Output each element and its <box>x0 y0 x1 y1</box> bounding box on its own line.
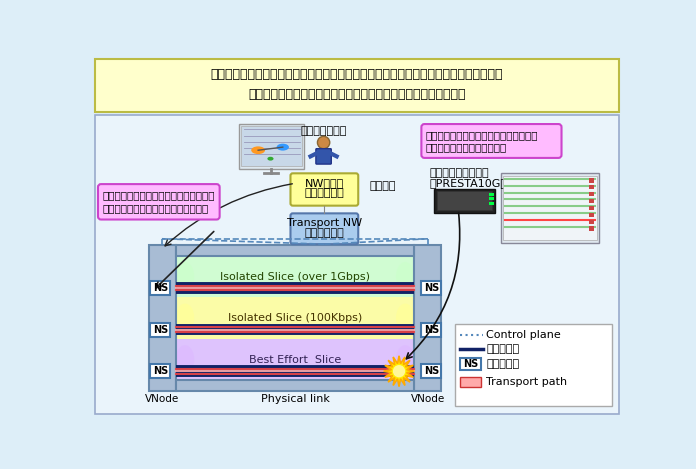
Bar <box>590 199 594 204</box>
Bar <box>590 178 594 182</box>
Bar <box>176 245 414 256</box>
Text: NS: NS <box>424 366 439 376</box>
Text: Transport NW: Transport NW <box>287 218 362 227</box>
Bar <box>176 380 414 391</box>
Bar <box>150 281 171 295</box>
FancyBboxPatch shape <box>290 174 358 206</box>
Ellipse shape <box>176 303 194 333</box>
Text: Isolated Slice (over 1Gbps): Isolated Slice (over 1Gbps) <box>220 272 370 281</box>
Ellipse shape <box>176 262 194 291</box>
Text: スライス操作者: スライス操作者 <box>301 126 347 136</box>
Bar <box>590 219 594 224</box>
Text: NS: NS <box>424 283 439 293</box>
Text: NS: NS <box>152 325 168 334</box>
Bar <box>95 60 619 112</box>
Bar <box>489 202 493 205</box>
Ellipse shape <box>276 144 289 151</box>
Bar <box>176 339 414 380</box>
Text: 高精度スライス測定: 高精度スライス測定 <box>430 168 489 178</box>
Bar <box>489 193 493 196</box>
Text: （PRESTA10G）: （PRESTA10G） <box>430 178 508 188</box>
Text: 品質保証されたスライスが他のスライス: 品質保証されたスライスが他のスライス <box>426 130 539 140</box>
Bar <box>176 256 414 297</box>
Text: の影響を受けることなく動作: の影響を受けることなく動作 <box>426 142 507 152</box>
Bar <box>150 323 171 337</box>
Bar <box>421 323 441 337</box>
Text: 仮想リンク: 仮想リンク <box>486 344 519 354</box>
Text: Isolated Slice (100Kbps): Isolated Slice (100Kbps) <box>228 313 362 323</box>
Bar <box>421 281 441 295</box>
Bar <box>590 227 594 231</box>
Bar <box>455 324 612 406</box>
Bar <box>503 175 597 240</box>
Text: 仮想ノード: 仮想ノード <box>486 359 519 369</box>
Bar <box>460 377 482 387</box>
Bar <box>176 297 414 339</box>
Text: NS: NS <box>152 366 168 376</box>
FancyBboxPatch shape <box>98 184 220 219</box>
Text: Physical link: Physical link <box>261 394 329 404</box>
Bar <box>590 212 594 217</box>
Bar <box>149 245 176 391</box>
Bar <box>437 191 492 210</box>
Bar <box>590 192 594 197</box>
Text: 管理システム: 管理システム <box>304 228 345 238</box>
Bar <box>460 358 482 371</box>
Bar <box>421 364 441 378</box>
Ellipse shape <box>267 157 274 160</box>
Bar <box>95 115 619 414</box>
Bar <box>590 206 594 210</box>
Text: VNode: VNode <box>145 394 179 404</box>
FancyBboxPatch shape <box>421 124 562 158</box>
Bar <box>590 185 594 189</box>
Text: 測定制御: 測定制御 <box>369 181 395 190</box>
Text: 管理システム: 管理システム <box>304 189 345 198</box>
Bar <box>239 124 304 169</box>
Bar <box>414 245 441 391</box>
Text: Best Effort  Slice: Best Effort Slice <box>249 355 341 365</box>
FancyBboxPatch shape <box>316 149 331 164</box>
Ellipse shape <box>176 345 194 374</box>
Text: Control plane: Control plane <box>486 330 561 340</box>
FancyBboxPatch shape <box>290 213 358 244</box>
Bar <box>242 126 302 166</box>
Bar <box>150 364 171 378</box>
Text: NW仮想化: NW仮想化 <box>305 178 344 188</box>
Text: とするトランスポートバスを動的生成: とするトランスポートバスを動的生成 <box>102 203 209 213</box>
Text: Transport path: Transport path <box>486 377 567 387</box>
Text: NS: NS <box>152 283 168 293</box>
Text: 精密なリソースアイソレーションを可能: 精密なリソースアイソレーションを可能 <box>102 191 215 201</box>
Text: NS: NS <box>424 325 439 334</box>
Circle shape <box>317 136 330 149</box>
Bar <box>500 174 599 242</box>
Ellipse shape <box>396 345 414 374</box>
Text: NS: NS <box>463 359 478 369</box>
Bar <box>489 197 493 200</box>
Ellipse shape <box>251 146 265 154</box>
Polygon shape <box>383 356 414 386</box>
Text: VNode: VNode <box>411 394 445 404</box>
Ellipse shape <box>396 303 414 333</box>
Text: 従来のネットワーク仮想化技術では難しかった通信品質（パケット通過量、遅延時間）: 従来のネットワーク仮想化技術では難しかった通信品質（パケット通過量、遅延時間） <box>210 68 503 81</box>
Bar <box>434 189 496 213</box>
Circle shape <box>393 365 405 378</box>
Ellipse shape <box>396 262 414 291</box>
Text: の保証が可能となり、高品質なサービス提供に向けて大きく前進: の保証が可能となり、高品質なサービス提供に向けて大きく前進 <box>248 88 466 101</box>
Bar <box>176 256 414 380</box>
